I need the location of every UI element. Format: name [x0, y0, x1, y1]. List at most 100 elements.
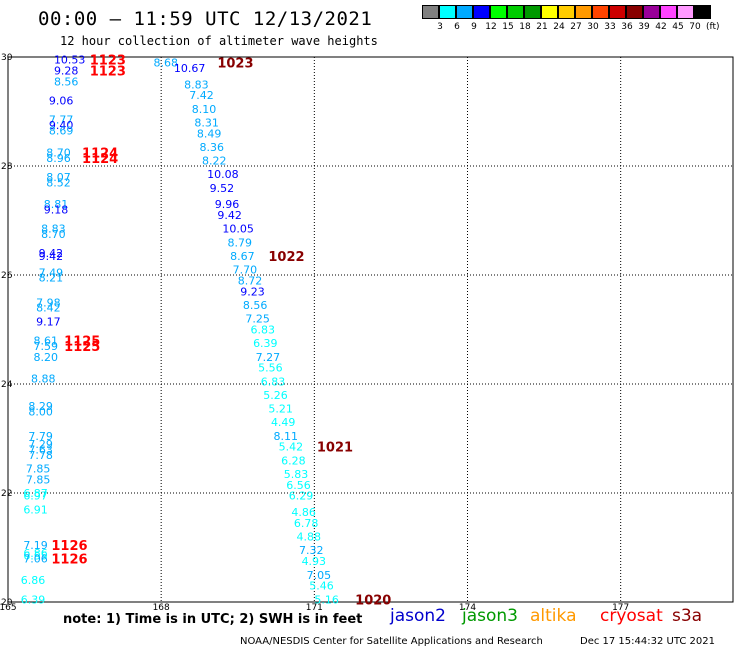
color-swatch — [456, 5, 473, 19]
wave-height-point: 6.28 — [281, 454, 306, 467]
wave-height-point: 9.96 — [215, 198, 240, 211]
x-tick-label: 165 — [0, 603, 17, 613]
y-tick-label: 20 — [1, 598, 13, 608]
wave-height-point: 8.31 — [194, 116, 219, 129]
wave-height-point: 9.42 — [217, 209, 242, 222]
wave-height-point: 8.83 — [41, 223, 65, 236]
wave-height-point: 8.52 — [46, 176, 70, 189]
y-tick-label: 30 — [1, 53, 13, 63]
color-scale-label: 3 — [437, 22, 443, 32]
wave-height-point: 8.70 — [46, 146, 70, 159]
color-scale-label: 30 — [587, 22, 599, 32]
wave-height-point: 5.83 — [284, 468, 309, 481]
wave-height-point: 7.19 — [23, 539, 48, 552]
time-label: 1126 — [51, 552, 87, 567]
y-tick-label: 22 — [1, 489, 12, 499]
wave-height-point: 7.98 — [36, 296, 61, 309]
wave-height-point: 9.18 — [44, 204, 69, 217]
color-swatch — [439, 5, 456, 19]
plot-frame — [7, 56, 734, 603]
wave-height-point: 6.29 — [289, 490, 314, 503]
wave-height-point: 10.05 — [222, 223, 254, 236]
wave-height-point: 8.22 — [202, 155, 227, 168]
wave-height-point: 9.17 — [36, 315, 61, 328]
legend-cryosat: cryosat — [600, 606, 663, 626]
color-swatch — [694, 5, 711, 19]
color-swatch — [626, 5, 643, 19]
wave-height-point: 8.67 — [230, 250, 255, 263]
wave-height-point: 8.88 — [31, 373, 55, 386]
time-label: 1123 — [90, 65, 126, 80]
wave-height-point: 8.68 — [154, 56, 179, 69]
wave-height-point: 8.11 — [273, 430, 298, 443]
time-label: 1020 — [355, 593, 391, 608]
color-swatch — [524, 5, 541, 19]
color-scale-label: 24 — [553, 22, 565, 32]
time-label: 1123 — [90, 54, 126, 69]
color-scale-unit: (ft) — [706, 22, 720, 32]
color-scale-label: 15 — [502, 22, 514, 32]
x-tick-label: 168 — [153, 603, 170, 613]
time-label: 1125 — [64, 340, 100, 355]
color-swatch — [643, 5, 660, 19]
color-scale-label: 70 — [689, 22, 701, 32]
grid-lines — [8, 57, 733, 602]
wave-height-point: 8.00 — [28, 405, 53, 418]
y-tick-label: 28 — [1, 162, 13, 172]
color-scale-label: 33 — [604, 22, 616, 32]
color-scale-label: 27 — [570, 22, 582, 32]
wave-height-point: 8.49 — [197, 127, 222, 140]
color-swatch — [575, 5, 592, 19]
wave-height-point: 7.05 — [307, 569, 332, 582]
wave-height-point: 7.85 — [26, 473, 51, 486]
color-swatch — [558, 5, 575, 19]
wave-height-point: 6.39 — [253, 337, 278, 350]
wave-height-point: 7.59 — [34, 340, 59, 353]
color-swatch — [660, 5, 677, 19]
wave-height-point: 10.53 — [54, 54, 85, 67]
wave-height-point: 7.32 — [299, 544, 324, 557]
wave-height-point: 9.52 — [210, 182, 235, 195]
credit-line: NOAA/NESDIS Center for Satellite Applica… — [240, 636, 543, 647]
time-label: 1126 — [51, 539, 87, 554]
wave-height-point: 5.16 — [314, 593, 339, 606]
wave-height-point: 8.56 — [54, 76, 78, 89]
wave-height-point: 8.10 — [192, 103, 217, 116]
wave-height-point: 7.06 — [23, 552, 48, 565]
wave-height-point: 6.83 — [251, 324, 276, 337]
wave-height-point: 8.29 — [28, 400, 53, 413]
wave-height-point: 7.78 — [28, 449, 53, 462]
wave-height-point: 6.83 — [261, 375, 286, 388]
wave-height-point: 8.36 — [199, 141, 224, 154]
wave-height-point: 7.29 — [28, 438, 53, 451]
time-label: 1021 — [317, 441, 353, 456]
wave-height-point: 8.81 — [44, 198, 69, 211]
wave-height-point: 6.86 — [21, 574, 46, 587]
wave-height-point: 6.39 — [21, 593, 46, 606]
wave-height-point: 9.42 — [39, 250, 64, 263]
legend-altika: altika — [530, 606, 577, 626]
wave-height-point: 7.70 — [233, 264, 258, 277]
color-scale-label: 42 — [655, 22, 667, 32]
wave-height-point: 7.63 — [28, 443, 53, 456]
wave-height-point: 9.42 — [39, 247, 64, 260]
wave-height-point: 8.96 — [46, 152, 70, 165]
wave-height-point: 8.56 — [243, 299, 268, 312]
wave-height-point: 6.55 — [23, 550, 48, 563]
color-scale-label: 36 — [621, 22, 633, 32]
legend-s3a: s3a — [672, 606, 703, 626]
wave-height-point: 4.88 — [296, 531, 321, 544]
footnote: note: 1) Time is in UTC; 2) SWH is in fe… — [63, 612, 363, 627]
wave-height-point: 8.79 — [228, 236, 253, 249]
wave-height-point: 7.42 — [189, 89, 214, 102]
wave-height-point: 7.25 — [245, 313, 270, 326]
time-label: 1022 — [268, 250, 304, 265]
wave-height-point: 5.42 — [279, 441, 304, 454]
wave-height-point: 10.67 — [174, 62, 206, 75]
color-swatch — [541, 5, 558, 19]
wave-height-point: 5.26 — [263, 389, 288, 402]
wave-height-point: 6.56 — [286, 479, 311, 492]
wave-height-point: 7.77 — [49, 114, 74, 127]
